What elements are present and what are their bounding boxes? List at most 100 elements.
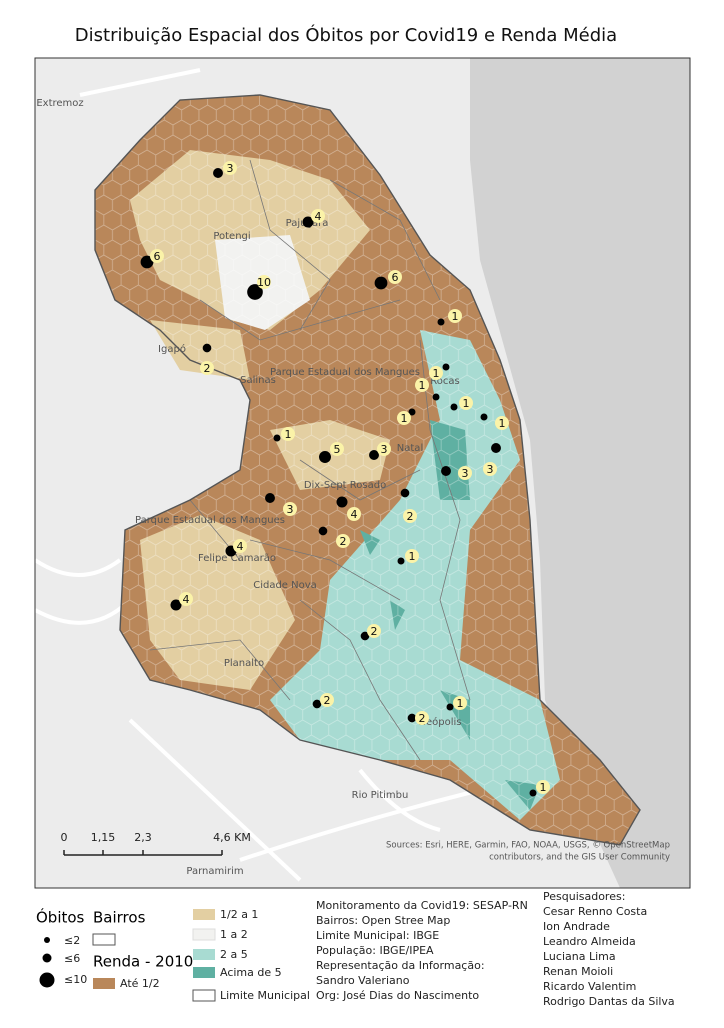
place-label: Extremoz bbox=[36, 98, 83, 109]
legend-item: Até 1/2 bbox=[120, 977, 160, 990]
label-badge bbox=[495, 416, 509, 430]
point-label: 1 bbox=[452, 310, 459, 323]
point-label: 4 bbox=[351, 508, 358, 521]
death-point bbox=[265, 493, 275, 503]
point-label: 1 bbox=[540, 781, 547, 794]
label-badge bbox=[536, 780, 550, 794]
municipal-limit bbox=[94, 94, 641, 846]
point-label: 1 bbox=[499, 417, 506, 430]
point-label: 2 bbox=[371, 625, 378, 638]
death-point bbox=[302, 216, 314, 228]
label-badge bbox=[223, 161, 237, 175]
point-label: 6 bbox=[392, 271, 399, 284]
researcher: Ion Andrade bbox=[543, 920, 610, 933]
place-label: Rio Pitimbu bbox=[352, 790, 409, 801]
place-label: Igapó bbox=[158, 343, 186, 355]
researcher: Ricardo Valentim bbox=[543, 980, 636, 993]
death-point bbox=[213, 168, 223, 178]
point-label: 6 bbox=[154, 250, 161, 263]
legend-title: Óbitos bbox=[36, 908, 85, 927]
legend-swatch bbox=[193, 949, 215, 960]
source-line: Monitoramento da Covid19: SESAP-RN bbox=[316, 899, 528, 912]
label-badge bbox=[448, 309, 462, 323]
attribution: Sources: Esri, HERE, Garmin, FAO, NOAA, … bbox=[386, 841, 670, 851]
death-point bbox=[441, 466, 451, 476]
place-label: Potengi bbox=[213, 231, 250, 242]
point-label: 4 bbox=[183, 593, 190, 606]
death-point bbox=[408, 408, 416, 416]
place-label: Dix-Sept Rosado bbox=[304, 480, 386, 491]
legend-item: 1 a 2 bbox=[220, 928, 248, 941]
label-badge bbox=[483, 462, 497, 476]
legend-swatch bbox=[93, 978, 115, 989]
scale-bar: 0 1,15 2,3 4,6 KM bbox=[61, 831, 251, 856]
point-label: 2 bbox=[407, 510, 414, 523]
place-label: Parnamirim bbox=[186, 866, 243, 877]
source-line: Org: José Dias do Nascimento bbox=[316, 989, 479, 1002]
place-label: Cidade Nova bbox=[253, 580, 317, 591]
death-point bbox=[273, 434, 281, 442]
point-label: 2 bbox=[204, 362, 211, 375]
legend-item: ≤2 bbox=[64, 934, 80, 947]
death-point bbox=[360, 631, 370, 641]
death-point bbox=[247, 284, 263, 300]
bairro-border bbox=[149, 159, 471, 761]
sources: Monitoramento da Covid19: SESAP-RN Bairro… bbox=[316, 899, 528, 1002]
label-badge bbox=[403, 509, 417, 523]
place-label: Parque Estadual dos Mangues bbox=[270, 367, 420, 378]
map-frame bbox=[34, 57, 691, 889]
researcher: Leandro Almeida bbox=[543, 935, 636, 948]
source-line: Representação da Informação: bbox=[316, 959, 485, 972]
label-badge bbox=[458, 466, 472, 480]
point-label: 1 bbox=[463, 397, 470, 410]
point-label: 4 bbox=[237, 540, 244, 553]
researcher: Renan Moioli bbox=[543, 965, 613, 978]
label-badge bbox=[281, 427, 295, 441]
point-label: 1 bbox=[433, 367, 440, 380]
legend-title: Bairros bbox=[93, 909, 146, 927]
death-point bbox=[442, 363, 450, 371]
death-point bbox=[140, 255, 154, 269]
death-point bbox=[312, 699, 322, 709]
title: Distribuição Espacial dos Óbitos por Cov… bbox=[75, 24, 617, 46]
label-badge bbox=[283, 502, 297, 516]
legend: Óbitos ≤2 ≤6 ≤10 Bairros Renda - 2010 At… bbox=[36, 908, 310, 1003]
point-label: 1 bbox=[419, 379, 426, 392]
label-badge bbox=[388, 270, 402, 284]
place-label: Rocas bbox=[430, 376, 459, 387]
label-badge bbox=[367, 624, 381, 638]
point-label: 1 bbox=[457, 697, 464, 710]
scale-tick: 1,15 bbox=[91, 831, 116, 844]
point-label: 3 bbox=[287, 503, 294, 516]
label-badge bbox=[179, 592, 193, 606]
legend-item: ≤6 bbox=[64, 952, 80, 965]
point-label: 3 bbox=[381, 443, 388, 456]
map: ExtremozPotengiPajuçaraIgapóSalinasParqu… bbox=[35, 58, 690, 888]
legend-item: 2 a 5 bbox=[220, 948, 248, 961]
ocean bbox=[470, 58, 690, 888]
scale-tick: 2,3 bbox=[134, 831, 152, 844]
death-point bbox=[437, 318, 445, 326]
label-badge bbox=[459, 396, 473, 410]
place-label: Natal bbox=[397, 443, 423, 454]
label-badge bbox=[330, 442, 344, 456]
death-point bbox=[374, 276, 388, 290]
point-label: 1 bbox=[409, 550, 416, 563]
place-label: Parque Estadual dos Mangues bbox=[135, 515, 285, 526]
death-point bbox=[170, 599, 182, 611]
death-point bbox=[397, 557, 405, 565]
point-label: 2 bbox=[324, 694, 331, 707]
legend-swatch bbox=[193, 967, 215, 978]
death-point bbox=[336, 496, 348, 508]
source-line: População: IBGE/IPEA bbox=[316, 944, 434, 957]
scale-tick: 0 bbox=[61, 831, 68, 844]
scale-tick: 4,6 KM bbox=[213, 831, 251, 844]
point-label: 1 bbox=[401, 412, 408, 425]
label-badge bbox=[336, 534, 350, 548]
road bbox=[35, 68, 481, 882]
death-point bbox=[480, 413, 488, 421]
label-badge bbox=[415, 378, 429, 392]
point-label: 4 bbox=[315, 210, 322, 223]
